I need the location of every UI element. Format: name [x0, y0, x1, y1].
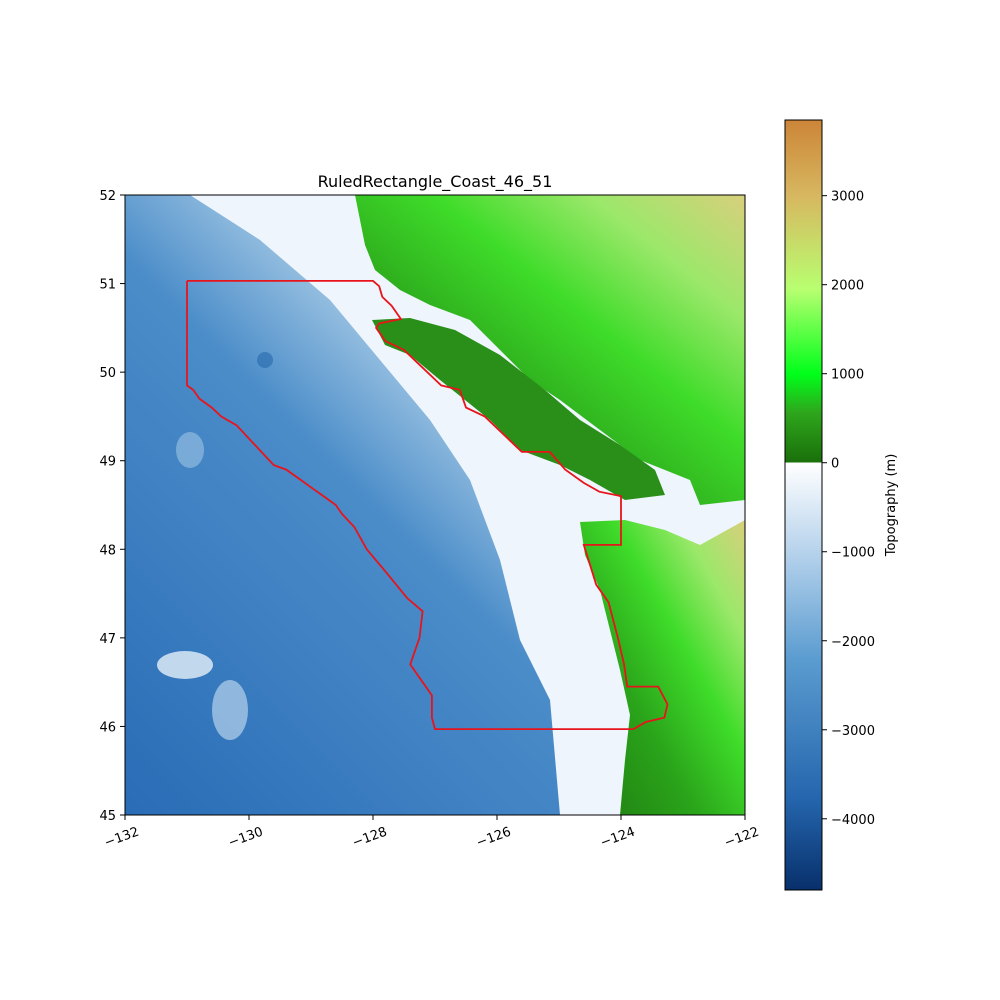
- y-tick-label: 49: [99, 455, 116, 470]
- x-axis-ticks: −132 −130 −128 −126 −124 −122: [102, 815, 761, 851]
- seamount: [212, 680, 248, 740]
- y-tick-label: 45: [99, 809, 116, 824]
- x-tick-label: −130: [226, 825, 265, 851]
- colorbar-tick-label: −4000: [831, 813, 875, 828]
- colorbar: −4000 −3000 −2000 −1000 0 1000 2000 3000 Topogr…: [784, 119, 899, 891]
- x-tick-label: −132: [102, 825, 141, 851]
- y-axis-ticks: 45 46 47 48 49 50 51 52: [99, 189, 125, 824]
- land-olympic-washington-oregon: [580, 520, 745, 815]
- ruled-rectangle-outline: [186, 279, 669, 730]
- x-tick-label: −128: [350, 825, 389, 851]
- colorbar-tick-label: −2000: [831, 635, 875, 650]
- colorbar-tick-label: 1000: [831, 368, 864, 383]
- y-tick-label: 47: [99, 632, 116, 647]
- y-tick-label: 48: [99, 543, 116, 558]
- y-tick-label: 46: [99, 720, 116, 735]
- colorbar-tick-label: −3000: [831, 724, 875, 739]
- colorbar-tick-label: 2000: [831, 279, 864, 294]
- topography-map: [125, 195, 745, 815]
- y-tick-label: 51: [99, 278, 116, 293]
- colorbar-label: Topography (m): [884, 454, 899, 558]
- y-tick-label: 52: [99, 189, 116, 204]
- land-mainland-north: [355, 195, 745, 505]
- colorbar-gradient: [784, 119, 823, 891]
- colorbar-tick-label: 3000: [831, 190, 864, 205]
- axes-frame: [124, 194, 746, 816]
- seamount: [176, 432, 204, 468]
- x-tick-label: −126: [474, 825, 513, 851]
- x-tick-label: −122: [722, 825, 761, 851]
- x-tick-label: −124: [598, 825, 637, 851]
- colorbar-ticks: −4000 −3000 −2000 −1000 0 1000 2000 3000: [822, 190, 875, 828]
- map-title: RuledRectangle_Coast_46_51: [318, 172, 553, 192]
- colorbar-tick-label: −1000: [831, 546, 875, 561]
- colorbar-tick-label: 0: [831, 457, 839, 472]
- y-tick-label: 50: [99, 366, 116, 381]
- seamount: [157, 651, 213, 679]
- seamount: [257, 352, 273, 368]
- land-vancouver-island: [372, 318, 665, 500]
